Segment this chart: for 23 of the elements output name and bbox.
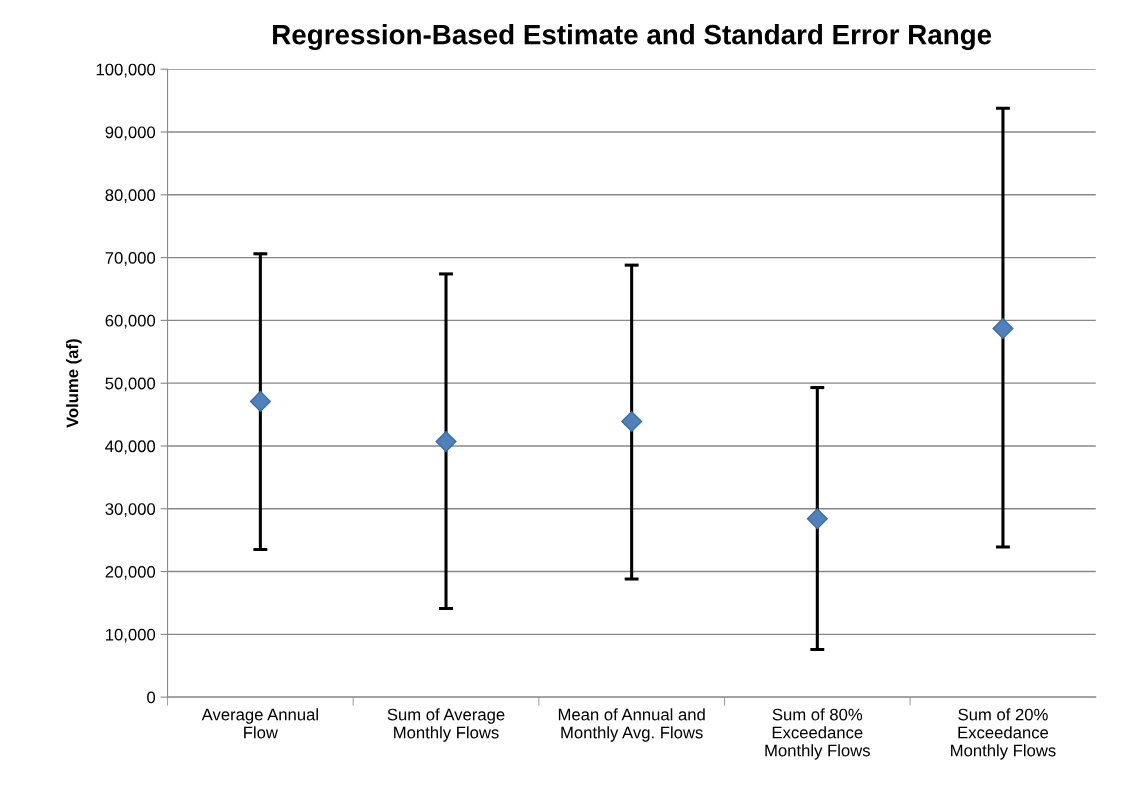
- x-tick-label: Average Annual Flow: [201, 708, 318, 739]
- x-tick-label: Sum of 20% Exceedance Monthly Flows: [951, 708, 1056, 760]
- y-tick-label: 30,000: [105, 503, 156, 517]
- y-tick-label: 0: [147, 691, 156, 704]
- y-tick-label: 80,000: [105, 189, 156, 203]
- y-tick-label: 70,000: [105, 252, 156, 266]
- point: [992, 318, 1014, 340]
- y-tick-label: 20,000: [105, 565, 156, 580]
- point: [621, 410, 643, 432]
- x-tick-label: Sum of 80% Exceedance Monthly Flows: [765, 708, 870, 760]
- y-tick-label: 60,000: [105, 314, 156, 329]
- y-tick-label: 50,000: [105, 377, 156, 392]
- point: [435, 431, 457, 453]
- x-tick-label: Mean of Annual and Monthly Avg. Flows: [558, 708, 705, 742]
- y-tick-label: 40,000: [105, 440, 156, 455]
- y-tick-label: 10,000: [106, 628, 156, 643]
- x-tick-label: Sum of Average Monthly Flows: [387, 708, 505, 742]
- y-axis-title: Volume (af): [66, 339, 82, 428]
- y-tick-label: 100,000: [96, 63, 156, 78]
- point: [806, 508, 828, 530]
- point: [249, 390, 271, 412]
- chart-title: Regression-Based Estimate and Standard Error Range: [273, 24, 992, 51]
- y-tick-label: 90,000: [105, 126, 156, 141]
